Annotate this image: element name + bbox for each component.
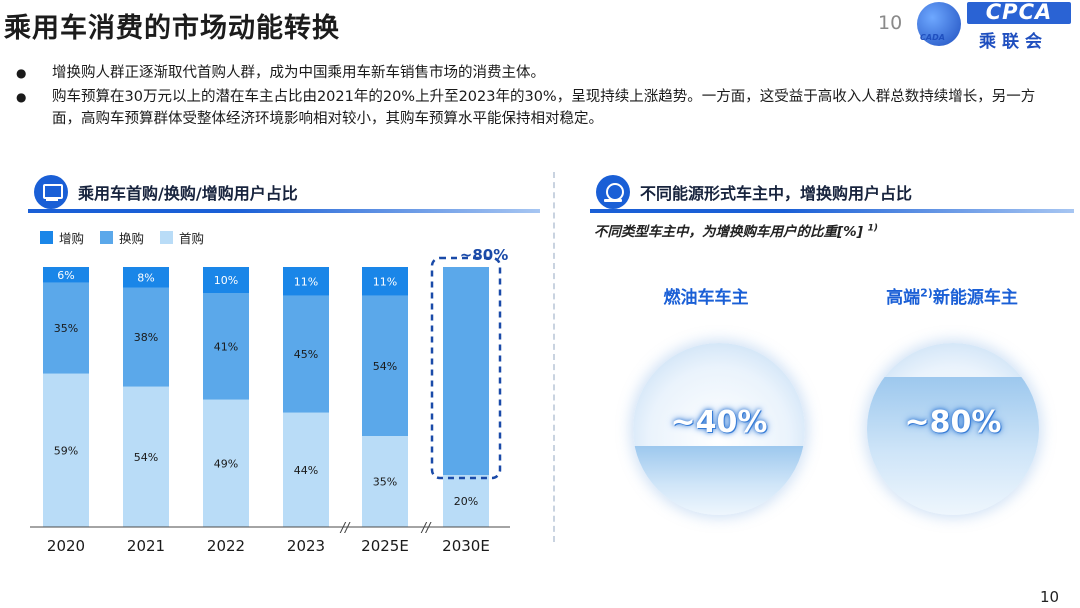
bubble-fill (633, 446, 805, 515)
bar-segment (443, 267, 489, 475)
bar-segment (203, 267, 249, 293)
computer-user-icon (34, 175, 68, 209)
bar-segment (362, 436, 408, 527)
data-label: 11% (373, 275, 397, 288)
bubble-label-sup: 2) (920, 286, 933, 300)
bullet-dot-icon: ● (16, 90, 27, 104)
legend-label: 换购 (119, 231, 145, 246)
bar-segment (283, 412, 329, 527)
x-tick-label: 2021 (127, 537, 165, 555)
data-label: 59% (54, 444, 78, 457)
left-panel-underline (28, 209, 540, 213)
bullet-text: 增换购人群正逐渐取代首购人群，成为中国乘用车新车销售市场的消费主体。 (52, 65, 545, 81)
data-label: 6% (57, 269, 74, 282)
bullet-text: 购车预算在30万元以上的潜在车主占比由2021年的20%上升至2023年的30%… (52, 89, 1036, 127)
bar-segment (203, 293, 249, 400)
bubble-nev: ~80% (867, 343, 1039, 515)
user-cycle-icon (596, 175, 630, 209)
legend-item-zenggou: 增购 (40, 228, 84, 247)
bar-segment (283, 267, 329, 296)
bar-segment (443, 475, 489, 527)
subtitle-note: 1) (867, 223, 878, 234)
bubble-value: ~80% (904, 405, 1002, 440)
panel-divider (553, 172, 555, 542)
bullet-dot-icon: ● (16, 66, 27, 80)
right-panel-subtitle: 不同类型车主中，为增换购车用户的比重[%] 1) (594, 220, 878, 241)
data-label: 35% (54, 322, 78, 335)
bullet-item: ● 购车预算在30万元以上的潜在车主占比由2021年的20%上升至2023年的3… (12, 86, 1052, 130)
x-tick-label: 2025E (361, 537, 409, 555)
x-tick-label: 2022 (207, 537, 245, 555)
globe-icon (917, 2, 961, 46)
legend-item-shougou: 首购 (160, 228, 204, 247)
bubble-label-text: 新能源车主 (932, 288, 1018, 308)
bubble-label-ice: 燃油车车主 (616, 283, 796, 308)
right-panel-title: 不同能源形式车主中，增换购用户占比 (640, 184, 913, 203)
legend-swatch (100, 231, 114, 244)
right-panel-underline (590, 209, 1074, 213)
data-label: 20% (454, 495, 478, 508)
x-tick-label: 2030E (442, 537, 490, 555)
data-label: 45% (294, 348, 318, 361)
logo-ball-text: CADA (920, 33, 945, 42)
legend-item-huangou: 换购 (100, 228, 144, 247)
bubble-value: ~40% (670, 405, 768, 440)
data-label: 38% (134, 331, 158, 344)
bubble-label-nev: 高端2)新能源车主 (862, 283, 1042, 308)
bullet-item: ● 增换购人群正逐渐取代首购人群，成为中国乘用车新车销售市场的消费主体。 (12, 62, 1052, 84)
right-panel-header: 不同能源形式车主中，增换购用户占比 (596, 172, 912, 212)
bar-segment (362, 295, 408, 436)
data-label: 49% (214, 457, 238, 470)
logo-cn: 乘联会 (979, 32, 1048, 52)
bubble-ice: ~40% (633, 343, 805, 515)
cpca-logo: CADA CPCA 乘联会 (915, 0, 1075, 52)
data-label: 11% (294, 275, 318, 288)
annotation-label: ~80% (460, 246, 508, 264)
legend-label: 增购 (59, 231, 85, 246)
data-label: 44% (294, 464, 318, 477)
axis-break-mark: // (421, 521, 432, 536)
legend-swatch (160, 231, 174, 244)
logo-en: CPCA (985, 0, 1053, 24)
bar-segment (123, 267, 169, 288)
bar-segment (123, 287, 169, 387)
chart-legend: 增购 换购 首购 (40, 228, 220, 247)
page-title: 乘用车消费的市场动能转换 (4, 13, 340, 44)
annotation-box (430, 256, 502, 480)
bar-segment (43, 282, 89, 374)
left-panel-header: 乘用车首购/换购/增购用户占比 (34, 172, 298, 212)
x-tick-label: 2023 (287, 537, 325, 555)
bubble-label-pre: 高端 (886, 288, 921, 308)
legend-label: 首购 (179, 231, 205, 246)
bar-segment (43, 373, 89, 527)
stacked-bar-chart: 59% 35% 6% 2020 54% 38% 8% 2021 49% 41% 10% 2022 44%… (30, 246, 510, 555)
data-label: 54% (373, 360, 397, 373)
page-number-top: 10 (878, 12, 903, 34)
data-label: 35% (373, 476, 397, 489)
bubble-label-text: 燃油车车主 (663, 288, 749, 308)
x-tick-label: 2020 (47, 537, 85, 555)
bar-segment (123, 386, 169, 527)
subtitle-text: 不同类型车主中，为增换购车用户的比重[%] (594, 224, 863, 240)
logo-bar (967, 2, 1071, 24)
page-number-bottom: 10 (1040, 588, 1060, 606)
axis-break-mark: // (340, 521, 351, 536)
bullet-list: ● 增换购人群正逐渐取代首购人群，成为中国乘用车新车销售市场的消费主体。 ● 购… (12, 62, 1052, 132)
left-panel-title: 乘用车首购/换购/增购用户占比 (78, 184, 298, 203)
data-label: 10% (214, 274, 238, 287)
bar-segment (362, 267, 408, 296)
bar-segment (203, 399, 249, 527)
bar-segment (43, 267, 89, 283)
data-label: 8% (137, 271, 154, 284)
bar-segment (283, 295, 329, 413)
bubble-fill (867, 377, 1039, 515)
legend-swatch (40, 231, 53, 244)
data-label: 41% (214, 340, 238, 353)
data-label: 54% (134, 451, 158, 464)
